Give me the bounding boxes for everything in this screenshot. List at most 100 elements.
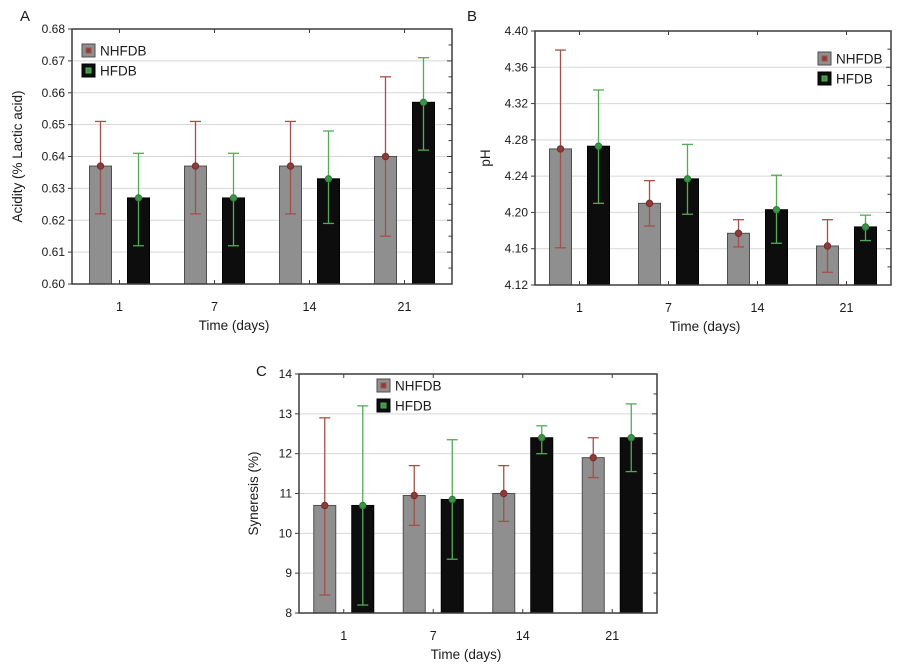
- y-tick-label: 11: [280, 487, 293, 501]
- y-tick-label: 4.28: [505, 133, 529, 147]
- y-tick-label: 0.66: [42, 86, 66, 100]
- mean-marker: [448, 495, 456, 504]
- error-bar-nhfdb-day7: [190, 120, 201, 215]
- legend-item-nhfdb: NHFDB: [81, 43, 147, 59]
- y-tick-label: 0.63: [42, 181, 66, 195]
- x-tick-label: 21: [605, 629, 619, 643]
- x-tick-label: 7: [430, 629, 437, 643]
- error-bar-nhfdb-day21: [380, 76, 391, 237]
- mean-marker: [321, 501, 329, 510]
- mean-marker: [627, 434, 635, 442]
- legend: NHFDB HFDB: [376, 378, 442, 414]
- bar-hfdb-day14: [530, 437, 554, 614]
- plot-frame: [298, 373, 658, 614]
- error-bar-nhfdb-day14: [498, 464, 510, 523]
- mean-marker: [410, 491, 418, 500]
- y-tick-label: 12: [279, 447, 293, 461]
- y-tick-label: 0.67: [42, 54, 66, 68]
- error-bar-hfdb-day1: [593, 89, 604, 205]
- y-tick-label: 4.40: [505, 24, 529, 38]
- y-tick-label: 9: [285, 566, 292, 580]
- y-tick-label: 0.61: [42, 245, 66, 259]
- error-bar-nhfdb-day14: [733, 219, 744, 248]
- mean-marker: [359, 501, 367, 510]
- y-tick-label: 0.62: [42, 213, 66, 227]
- x-tick-label: 1: [116, 300, 123, 314]
- error-bar-nhfdb-day14: [285, 120, 296, 215]
- legend-label: NHFDB: [395, 379, 442, 394]
- mean-marker: [381, 152, 390, 161]
- y-tick-label: 4.20: [505, 205, 529, 219]
- legend-label: HFDB: [395, 399, 432, 414]
- axis-text: 8 9 10 11 12 13 14 1 7 14 21 Syneresis (%) Time (day…: [246, 367, 619, 662]
- error-bar-hfdb-day21: [625, 403, 637, 473]
- bars: [89, 101, 435, 285]
- mean-marker: [324, 175, 333, 183]
- panel-c-plot: 8 9 10 11 12 13 14 1 7 14 21 Syneresis (%) Time (day…: [246, 367, 658, 662]
- y-tick-label: 0.64: [42, 150, 66, 164]
- error-bar-hfdb-day14: [536, 425, 548, 455]
- legend-swatch-marker: [85, 67, 92, 74]
- y-tick-label: 4.12: [505, 278, 529, 292]
- x-axis-label: Time (days): [431, 647, 502, 662]
- y-axis-label: Acidity (% Lactic acid): [10, 90, 25, 222]
- error-bar-hfdb-day7: [228, 152, 239, 247]
- mean-marker: [683, 175, 692, 183]
- y-tick-label: 13: [279, 407, 293, 421]
- mean-marker: [419, 98, 428, 107]
- legend-item-nhfdb: NHFDB: [817, 51, 883, 67]
- error-bar-nhfdb-day1: [95, 120, 106, 215]
- legend-swatch-marker: [380, 402, 387, 409]
- mean-marker: [823, 242, 832, 250]
- error-bar-hfdb-day1: [357, 405, 369, 606]
- panel-c-letter: C: [256, 363, 267, 380]
- x-tick-label: 14: [516, 629, 530, 643]
- legend-label: NHFDB: [100, 44, 147, 59]
- legend-label: NHFDB: [836, 52, 883, 67]
- mean-marker: [134, 194, 143, 202]
- error-bars: [555, 49, 871, 273]
- x-tick-label: 1: [340, 629, 347, 643]
- error-bar-nhfdb-day1: [319, 417, 331, 596]
- plot-frame: [534, 30, 892, 286]
- error-bar-nhfdb-day7: [408, 464, 420, 527]
- mean-marker: [589, 453, 597, 462]
- mean-marker: [645, 199, 654, 208]
- legend: NHFDB HFDB: [817, 51, 883, 87]
- mean-marker: [861, 223, 870, 231]
- mean-marker: [594, 142, 603, 150]
- y-tick-label: 0.60: [42, 277, 66, 291]
- error-bar-nhfdb-day1: [555, 49, 566, 249]
- x-tick-label: 1: [576, 301, 583, 315]
- error-bar-hfdb-day14: [771, 174, 782, 244]
- error-bar-hfdb-day14: [323, 130, 334, 225]
- bar-nhfdb-day21: [581, 457, 605, 614]
- mean-marker: [96, 162, 105, 170]
- x-tick-label: 14: [303, 300, 317, 314]
- y-tick-label: 4.24: [505, 169, 529, 183]
- legend-label: HFDB: [836, 72, 873, 87]
- error-bar-nhfdb-day7: [644, 180, 655, 227]
- y-tick-label: 4.32: [505, 97, 529, 111]
- mean-marker: [538, 434, 546, 442]
- x-tick-label: 21: [840, 301, 854, 315]
- legend-swatch-marker: [821, 75, 828, 82]
- panel-b-letter: B: [467, 8, 478, 25]
- panel-b-chart: 4.12 4.16 4.20 4.24 4.28 4.32 4.36 4.40 1 7 14 21 pH…: [460, 0, 902, 350]
- y-tick-label: 14: [279, 367, 293, 381]
- mean-marker: [734, 229, 743, 237]
- panel-b-plot: 4.12 4.16 4.20 4.24 4.28 4.32 4.36 4.40 1 7 14 21 pH…: [478, 24, 892, 334]
- y-tick-label: 4.16: [505, 242, 529, 256]
- y-tick-label: 8: [285, 606, 292, 620]
- panel-a-plot: 0.60 0.61 0.62 0.63 0.64 0.65 0.66 0.67 0.68 1 7 14…: [10, 22, 453, 333]
- legend-label: HFDB: [100, 64, 137, 79]
- plot-frame: [71, 28, 453, 285]
- y-tick-label: 0.68: [42, 22, 66, 36]
- error-bar-hfdb-day21: [860, 214, 871, 242]
- mean-marker: [556, 145, 565, 153]
- x-axis-label: Time (days): [670, 319, 741, 334]
- error-bar-nhfdb-day21: [822, 219, 833, 273]
- legend: NHFDB HFDB: [81, 43, 147, 79]
- legend-swatch-marker: [821, 55, 828, 62]
- legend-item-nhfdb: NHFDB: [376, 378, 442, 394]
